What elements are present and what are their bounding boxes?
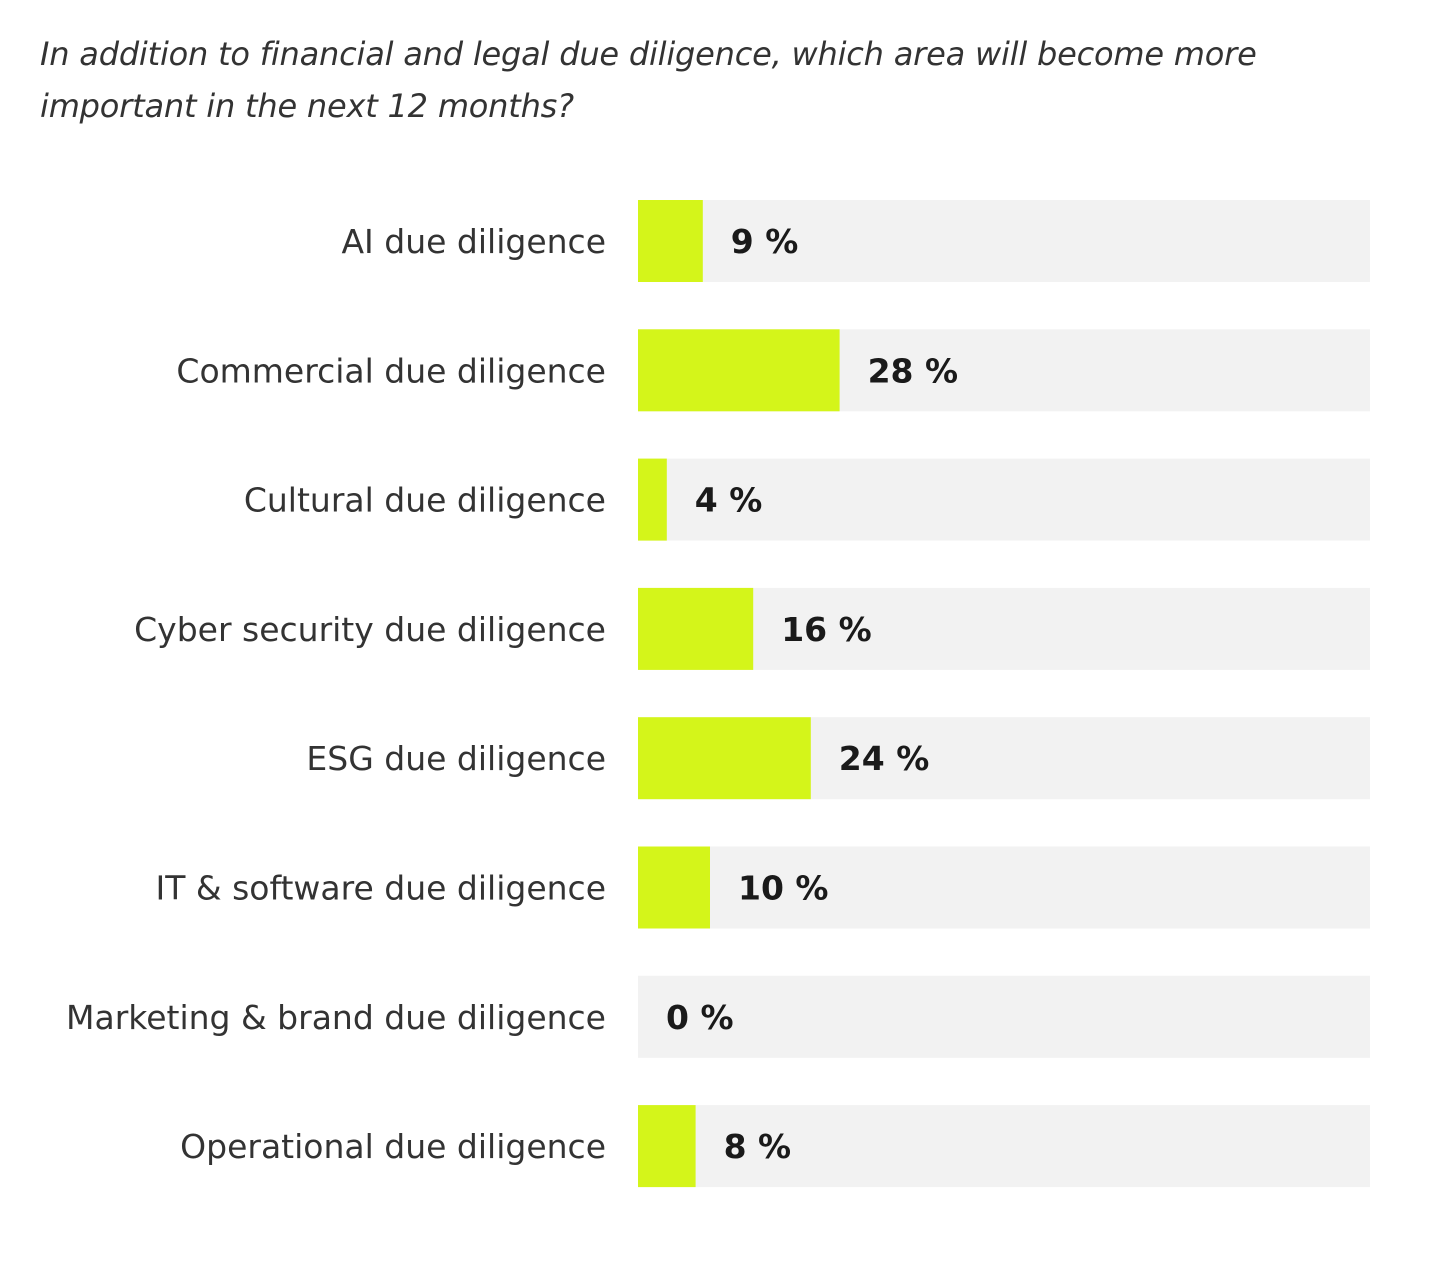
bar-track: [638, 587, 1370, 670]
bar-row: ESG due diligence 24 %: [306, 717, 1370, 800]
value-label: 28 %: [868, 351, 958, 390]
value-label: 4 %: [695, 481, 763, 520]
bar-track: [638, 458, 1370, 541]
bar: [638, 587, 754, 670]
value-label: 16 %: [781, 610, 871, 649]
bar-row: IT & software due diligence 10 %: [155, 846, 1370, 929]
category-label: Operational due diligence: [180, 1127, 606, 1166]
value-label: 0 %: [666, 998, 734, 1037]
bar-track: [638, 1105, 1370, 1188]
bar: [638, 717, 811, 800]
category-label: Cyber security due diligence: [134, 610, 606, 649]
bar-row: Commercial due diligence 28 %: [176, 329, 1370, 412]
bar: [638, 1105, 696, 1188]
category-label: Commercial due diligence: [176, 351, 606, 390]
bar-row: Operational due diligence 8 %: [180, 1105, 1370, 1188]
chart-question-title: In addition to financial and legal due d…: [40, 35, 1257, 125]
bar-row: Cyber security due diligence 16 %: [134, 587, 1370, 670]
bar-track: [638, 846, 1370, 929]
value-label: 8 %: [724, 1127, 792, 1166]
value-label: 24 %: [839, 739, 929, 778]
bar-row: Cultural due diligence 4 %: [244, 458, 1370, 541]
bar-track: [638, 200, 1370, 282]
category-label: Marketing & brand due diligence: [66, 998, 606, 1037]
bar: [638, 329, 840, 412]
bar-row: Marketing & brand due diligence 0 %: [66, 975, 1370, 1058]
category-label: ESG due diligence: [306, 739, 606, 778]
bar-row: AI due diligence 9 %: [341, 200, 1370, 282]
category-label: IT & software due diligence: [155, 869, 606, 908]
bar: [638, 846, 710, 929]
bar: [638, 458, 667, 541]
category-label: Cultural due diligence: [244, 481, 606, 520]
bar-track: [638, 975, 1370, 1058]
value-label: 9 %: [731, 222, 799, 261]
category-label: AI due diligence: [341, 222, 606, 261]
bar: [638, 200, 703, 282]
value-label: 10 %: [738, 869, 828, 908]
